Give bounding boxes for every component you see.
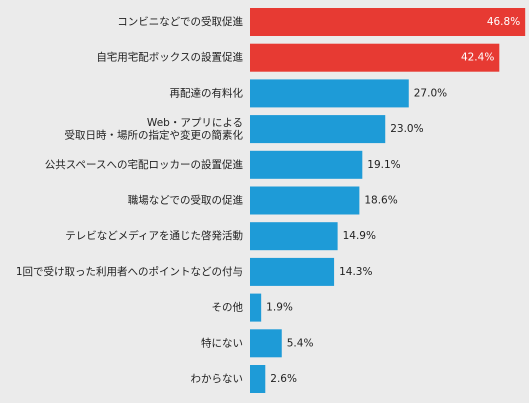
value-label: 19.1% xyxy=(367,159,400,171)
value-label: 5.4% xyxy=(287,337,314,349)
bar xyxy=(250,365,266,393)
category-label: 自宅用宅配ボックスの設置促進 xyxy=(96,51,243,64)
value-label: 46.8% xyxy=(487,16,520,28)
value-label: 14.3% xyxy=(339,266,372,278)
bar xyxy=(250,115,386,144)
value-label: 1.9% xyxy=(266,302,293,314)
category-label: 1回で受け取った利用者へのポイントなどの付与 xyxy=(16,265,243,278)
value-label: 18.6% xyxy=(364,195,397,207)
value-label: 14.9% xyxy=(343,230,376,242)
value-label: 23.0% xyxy=(390,123,423,135)
value-label: 42.4% xyxy=(461,52,494,64)
category-label: コンビニなどでの受取促進 xyxy=(117,15,243,28)
bar xyxy=(250,222,338,251)
category-label: 公共スペースへの宅配ロッカーの設置促進 xyxy=(45,158,244,171)
value-label: 27.0% xyxy=(414,87,447,99)
category-label: 特にない xyxy=(201,337,243,349)
category-label: 職場などでの受取の促進 xyxy=(128,194,244,207)
bar xyxy=(250,186,360,215)
bar xyxy=(250,329,282,358)
category-label: その他 xyxy=(212,301,244,314)
bar xyxy=(250,257,335,286)
category-label: Web・アプリによる受取日時・場所の指定や変更の簡素化 xyxy=(65,117,244,142)
bar xyxy=(250,293,262,322)
category-label: わからない xyxy=(191,373,244,385)
bar xyxy=(250,79,409,108)
bar xyxy=(250,8,526,36)
bar xyxy=(250,150,363,179)
value-label: 2.6% xyxy=(270,373,297,385)
bar xyxy=(250,43,500,72)
category-label: テレビなどメディアを通じた啓発活動 xyxy=(65,229,243,242)
category-label: 再配達の有料化 xyxy=(170,86,244,99)
